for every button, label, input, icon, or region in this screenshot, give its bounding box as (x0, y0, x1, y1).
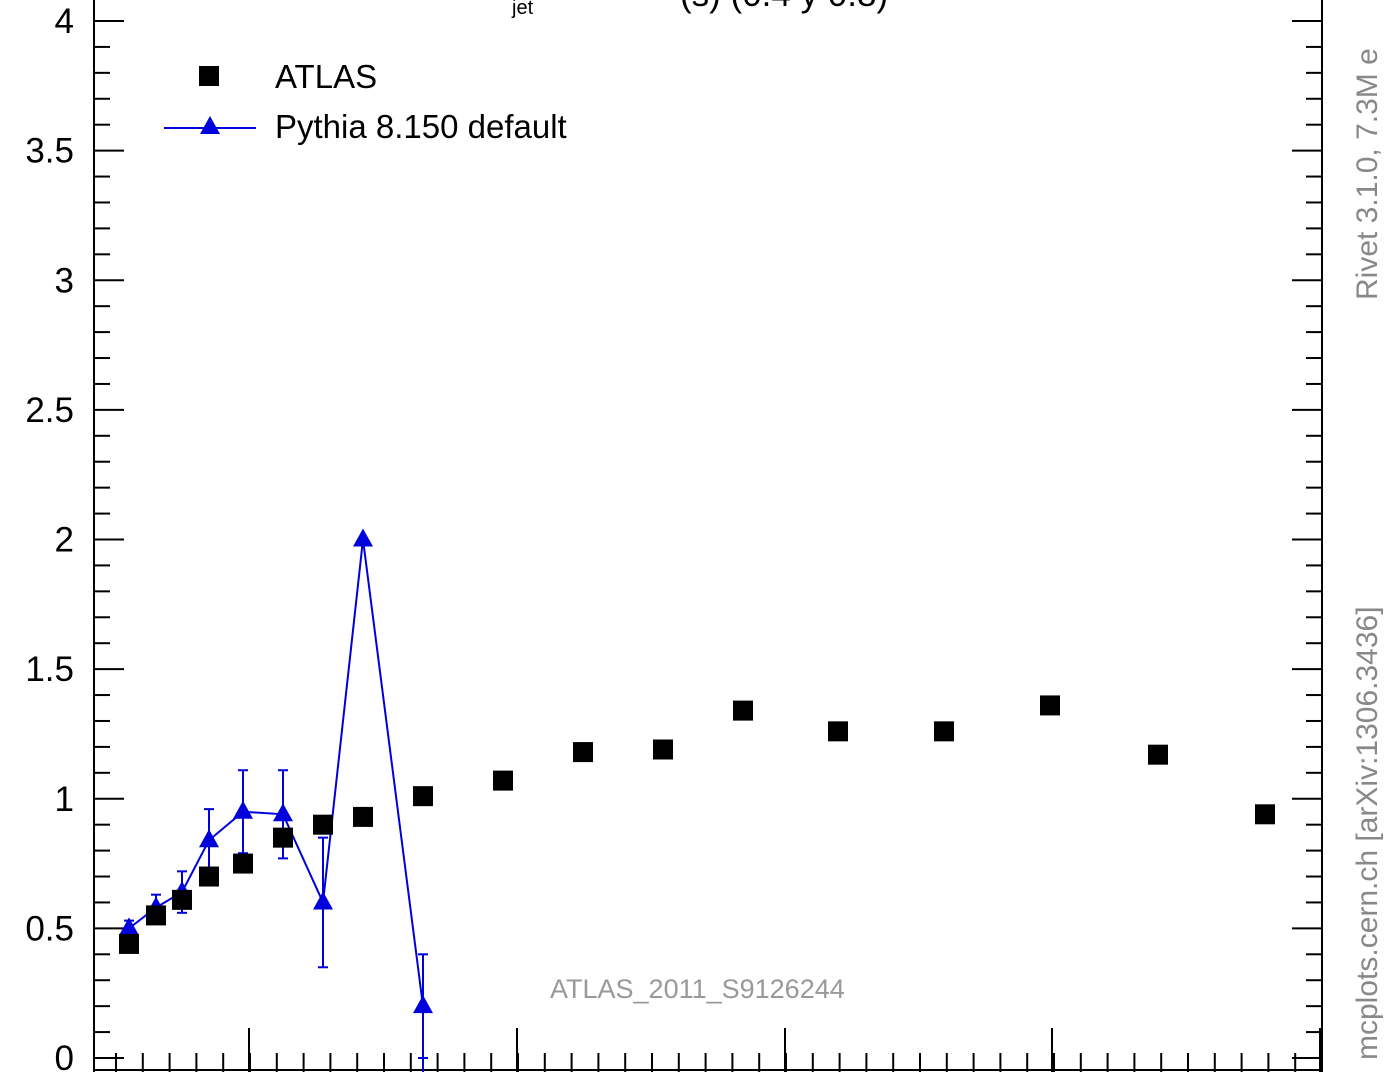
rivet-label: Rivet 3.1.0, 7.3M e (1351, 48, 1384, 300)
atlas-point (1255, 804, 1275, 825)
atlas-point (146, 905, 166, 926)
pythia-point (119, 917, 139, 936)
legend-label-atlas: ATLAS (275, 58, 377, 95)
legend-marker-atlas (199, 66, 219, 86)
atlas-point (733, 700, 753, 721)
pythia-point (273, 803, 293, 822)
pythia-point (353, 528, 373, 547)
pythia-point (313, 891, 333, 910)
y-tick-label: 1 (55, 780, 74, 819)
y-tick-label: 2 (55, 521, 74, 560)
atlas-point (1148, 744, 1168, 765)
atlas-point (119, 933, 139, 954)
y-tick-label: 2.5 (25, 391, 74, 430)
pythia-point (199, 829, 219, 848)
series-atlas (119, 695, 1275, 954)
y-axis: 0 0.5 1 1.5 2 2.5 3 3.5 4 (25, 2, 1322, 1072)
chart-title: jet (s) (0.4 y 0.8) (511, 0, 888, 19)
legend: ATLAS Pythia 8.150 default (164, 58, 567, 145)
y-tick-label: 4 (55, 2, 74, 41)
atlas-point (413, 786, 433, 807)
atlas-point (199, 866, 219, 887)
atlas-point (233, 853, 253, 874)
analysis-watermark: ATLAS_2011_S9126244 (550, 974, 845, 1004)
title-subscript: jet (511, 0, 534, 19)
y-tick-label: 3.5 (25, 132, 74, 171)
atlas-point (493, 770, 513, 791)
atlas-point (273, 827, 293, 848)
atlas-point (573, 742, 593, 763)
atlas-point (172, 889, 192, 910)
plot-frame (93, 0, 1323, 1072)
legend-marker-pythia (200, 116, 220, 134)
atlas-point (1040, 695, 1060, 716)
atlas-point (313, 814, 333, 835)
title-fragment: (s) (0.4 y 0.8) (680, 0, 888, 14)
atlas-point (653, 739, 673, 760)
y-tick-label: 0 (55, 1039, 74, 1072)
atlas-point (934, 721, 954, 742)
pythia-point (413, 995, 433, 1014)
pythia-point (233, 800, 253, 819)
mcplots-label: mcplots.cern.ch [arXiv:1306.3436] (1351, 606, 1384, 1060)
y-tick-label: 1.5 (25, 650, 74, 689)
series-pythia (119, 528, 433, 1072)
atlas-point (828, 721, 848, 742)
y-tick-label: 0.5 (25, 909, 74, 948)
atlas-point (353, 806, 373, 827)
pythia-line (128, 539, 424, 1007)
x-axis (94, 1028, 1322, 1072)
legend-label-pythia: Pythia 8.150 default (275, 108, 567, 145)
y-tick-label: 3 (55, 261, 74, 300)
